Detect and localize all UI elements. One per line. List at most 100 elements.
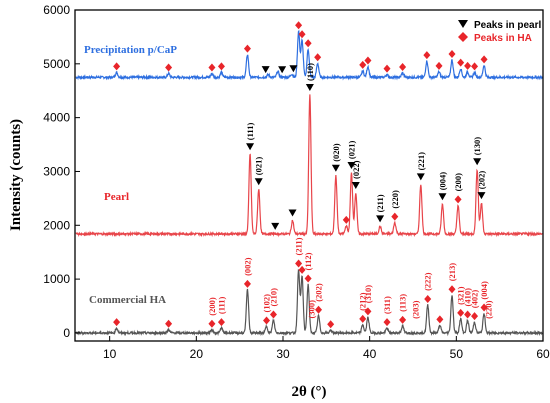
ha-peak-marker (217, 318, 225, 327)
ha-peak-marker (263, 316, 271, 325)
ha-peak-marker (457, 308, 465, 317)
peak-label: (004) (479, 281, 489, 300)
ha-peak-marker (423, 51, 431, 60)
pearl-peak-marker (305, 84, 314, 92)
x-axis-title: 2θ (°) (291, 384, 326, 400)
pearl-peak-marker (416, 173, 425, 181)
ha-peak-marker (243, 279, 251, 288)
ha-peak-marker (383, 64, 391, 73)
peak-label: (213) (447, 263, 457, 282)
ha-peak-marker (327, 320, 335, 329)
ha-peak-marker (208, 319, 216, 328)
x-tick-label: 50 (450, 347, 464, 361)
x-tick-label: 20 (190, 347, 204, 361)
legend-ha-label: Peaks in HA (474, 33, 532, 44)
ha-peak-marker (448, 50, 456, 59)
x-tick-label: 30 (276, 347, 290, 361)
pearl-peak-marker (376, 215, 385, 223)
x-tick-label: 60 (536, 347, 550, 361)
ha-peak-marker (298, 30, 306, 39)
ha-peak-marker (269, 310, 277, 319)
legend-ha-marker-icon (458, 32, 468, 42)
ha-peak-marker (359, 60, 367, 69)
y-tick-label: 3000 (43, 164, 70, 178)
peak-label: (130) (472, 137, 482, 156)
ha-peak-marker (471, 62, 479, 71)
peak-label: (310) (363, 285, 373, 304)
peak-label: (021) (347, 141, 357, 160)
pearl-peak-marker (271, 222, 280, 230)
peak-label: (111) (245, 123, 255, 141)
peak-label: (220) (483, 300, 493, 319)
peak-label: (212) (358, 292, 368, 311)
ha-peak-marker (165, 319, 173, 328)
pearl-peak-marker (331, 164, 340, 172)
ha-peak-marker (315, 305, 323, 314)
plot-frame (74, 9, 544, 342)
peak-label: (221) (416, 152, 426, 171)
y-tick-label: 0 (63, 326, 70, 340)
peak-labels: (111)(021)(110)(020) (021)(022)(211) (220)… (207, 63, 494, 319)
peak-label: (202) (477, 171, 487, 190)
pearl-peak-marker (347, 162, 356, 170)
series-label-precipitation: Precipitation p/CaP (84, 44, 177, 56)
y-axis: 0 1000 2000 3000 4000 5000 6000 (43, 3, 80, 340)
ha-peak-marker (165, 63, 173, 72)
ha-peak-marker (364, 307, 372, 316)
ha-peak-marker (314, 53, 322, 62)
ha-peak-marker (217, 62, 225, 71)
ha-peak-marker (448, 285, 456, 294)
peak-label: (203) (411, 300, 421, 319)
peak-label: (410) (463, 288, 473, 307)
pearl-peak-marker (477, 192, 486, 200)
ha-peak-marker (295, 21, 303, 30)
peak-label: (110) (305, 63, 315, 81)
series-label-pearl: Pearl (104, 191, 129, 203)
peak-markers (113, 21, 488, 329)
peak-label: (200) (453, 173, 463, 192)
peak-label: (220) (390, 190, 400, 209)
ha-peak-marker (304, 274, 312, 283)
series-line-0 (75, 29, 543, 81)
ha-peak-marker (480, 303, 488, 312)
series-line-1 (75, 94, 543, 238)
legend-pearl-marker-icon (458, 20, 468, 28)
ha-peak-marker (383, 318, 391, 327)
pearl-peak-marker (246, 143, 255, 151)
ha-peak-marker (464, 61, 472, 70)
peak-label: (021) (254, 157, 264, 176)
peak-label: (402) (470, 290, 480, 309)
ha-peak-marker (424, 294, 432, 303)
ha-peak-marker (243, 44, 251, 53)
y-tick-label: 2000 (43, 218, 70, 232)
pearl-peak-marker (278, 66, 287, 74)
y-tick-label: 1000 (43, 272, 70, 286)
legend: Peaks in pearl Peaks in HA (458, 20, 541, 44)
ha-peak-marker (454, 195, 462, 204)
pearl-peak-marker (288, 209, 297, 217)
x-tick-label: 10 (103, 347, 117, 361)
ha-peak-marker (208, 63, 216, 72)
peak-label: (004) (438, 172, 448, 191)
pearl-peak-marker (438, 193, 447, 201)
ha-peak-marker (399, 62, 407, 71)
peak-label: (112) (303, 252, 313, 270)
x-axis: 10 20 30 40 50 60 (103, 336, 550, 361)
ha-peak-marker (364, 56, 372, 65)
ha-peak-marker (342, 215, 350, 224)
ha-peak-marker (464, 310, 472, 319)
ha-peak-marker (304, 39, 312, 48)
peak-label: (311) (382, 296, 392, 314)
peak-label: (020) (331, 143, 341, 162)
y-tick-label: 5000 (43, 57, 70, 71)
series-curves (75, 29, 543, 337)
peak-label: (022) (351, 160, 361, 179)
peak-label: (222) (423, 272, 433, 291)
ha-peak-marker (480, 55, 488, 64)
peak-label: (321) (456, 286, 466, 305)
series-label-commercial-ha: Commercial HA (89, 294, 166, 306)
peak-label: (113) (398, 294, 408, 312)
peak-label: (002) (243, 257, 253, 276)
peak-label: (300) (307, 300, 317, 319)
ha-peak-marker (391, 212, 399, 221)
